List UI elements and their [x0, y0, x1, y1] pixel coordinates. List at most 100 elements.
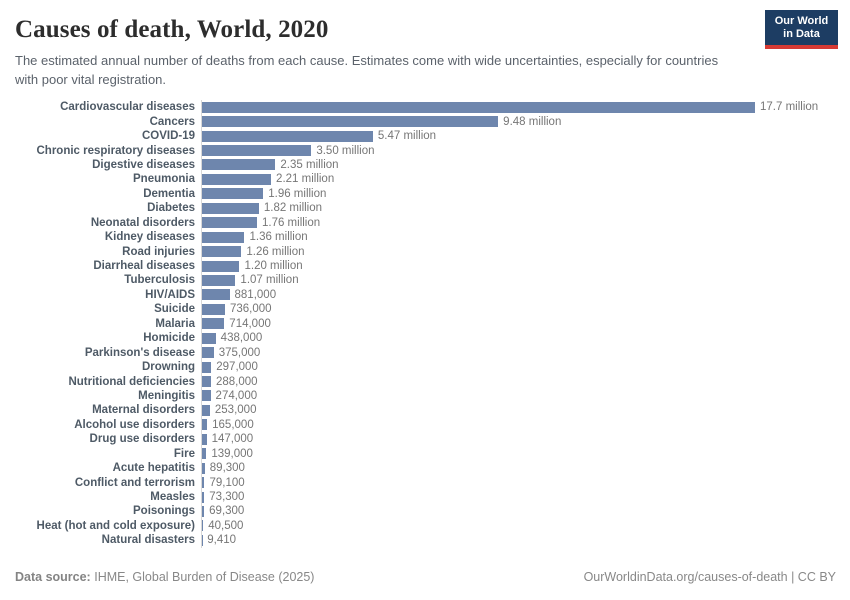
bar	[202, 303, 225, 315]
bar-chart: Cardiovascular diseases 17.7 million Cance…	[14, 100, 836, 548]
bar-area: 73,300	[201, 489, 836, 505]
chart-row: Parkinson's disease 375,000	[14, 345, 836, 360]
bar-area: 1.36 million	[201, 229, 836, 245]
bar-label: Maternal disorders	[92, 404, 195, 417]
bar	[202, 462, 205, 474]
bar-area: 79,100	[201, 475, 836, 490]
bar-area: 9,410	[201, 533, 836, 548]
bar-value: 3.50 million	[316, 144, 375, 157]
bar-area: 3.50 million	[201, 143, 836, 158]
bar-area: 253,000	[201, 403, 836, 418]
chart-row: Measles 73,300	[14, 489, 836, 505]
chart-row: Poisonings 69,300	[14, 504, 836, 519]
chart-row: COVID-19 5.47 million	[14, 128, 836, 144]
bar-value: 79,100	[209, 476, 245, 489]
data-source-text: IHME, Global Burden of Disease (2025)	[94, 570, 315, 584]
bar	[202, 130, 373, 142]
bar-label: HIV/AIDS	[145, 288, 195, 301]
bar-value: 40,500	[208, 519, 244, 532]
bar-label: Meningitis	[138, 389, 195, 402]
bar-label: Homicide	[143, 332, 195, 345]
bar-area: 89,300	[201, 460, 836, 476]
chart-subtitle: The estimated annual number of deaths fr…	[15, 53, 719, 87]
chart-row: HIV/AIDS 881,000	[14, 287, 836, 303]
bar-area: 1.26 million	[201, 244, 836, 259]
bar-area: 69,300	[201, 504, 836, 519]
bar-value: 147,000	[211, 433, 254, 446]
header: Causes of death, World, 2020 The estimat…	[0, 0, 850, 89]
bar-label: Kidney diseases	[104, 231, 195, 244]
chart-row: Dementia 1.96 million	[14, 186, 836, 202]
chart-row: Cancers 9.48 million	[14, 114, 836, 129]
bar-value: 9.48 million	[503, 115, 562, 128]
chart-row: Acute hepatitis 89,300	[14, 460, 836, 476]
bar-value: 1.82 million	[263, 202, 323, 215]
bar-area: 5.47 million	[201, 128, 836, 144]
bar-value: 1.20 million	[244, 260, 303, 273]
bar	[202, 274, 236, 286]
chart-row: Conflict and terrorism 79,100	[14, 475, 836, 490]
bar-label: Natural disasters	[101, 534, 195, 547]
bar-label: COVID-19	[141, 130, 195, 143]
chart-row: Tuberculosis 1.07 million	[14, 273, 836, 288]
bar	[202, 390, 211, 402]
bar-label: Digestive diseases	[92, 158, 195, 171]
bar-value: 17.7 million	[760, 101, 819, 114]
chart-row: Chronic respiratory diseases 3.50 million	[14, 143, 836, 158]
bar-value: 165,000	[212, 418, 254, 431]
bar	[202, 347, 214, 359]
bar-area: 2.35 million	[201, 157, 836, 173]
bar-label: Drug use disorders	[89, 433, 195, 446]
bar-label: Conflict and terrorism	[74, 476, 195, 489]
data-source: Data source: IHME, Global Burden of Dise…	[15, 570, 314, 584]
chart-row: Road injuries 1.26 million	[14, 244, 836, 259]
chart-row: Suicide 736,000	[14, 302, 836, 317]
chart-row: Alcohol use disorders 165,000	[14, 417, 836, 433]
chart-row: Diarrheal diseases 1.20 million	[14, 258, 836, 274]
chart-row: Neonatal disorders 1.76 million	[14, 215, 836, 230]
bar-area: 438,000	[201, 331, 836, 346]
bar-value: 9,410	[207, 534, 237, 547]
bar	[202, 116, 499, 128]
bar-value: 438,000	[220, 332, 263, 345]
bar	[202, 217, 257, 229]
bar-value: 5.47 million	[377, 130, 437, 143]
bar-value: 2.35 million	[280, 158, 339, 171]
bar	[202, 376, 211, 388]
chart-row: Drug use disorders 147,000	[14, 432, 836, 447]
bar	[202, 159, 276, 171]
bar-area: 375,000	[201, 345, 836, 360]
chart-row: Natural disasters 9,410	[14, 533, 836, 548]
bar	[202, 491, 205, 503]
bar	[202, 318, 225, 330]
bar-value: 736,000	[229, 303, 272, 316]
bar-area: 736,000	[201, 302, 836, 317]
bar-value: 288,000	[215, 375, 258, 388]
chart-row: Meningitis 274,000	[14, 388, 836, 404]
bar	[202, 433, 207, 445]
bar-value: 1.76 million	[261, 216, 321, 229]
chart-row: Heat (hot and cold exposure) 40,500	[14, 518, 836, 534]
bar-area: 1.07 million	[201, 273, 836, 288]
chart-row: Fire 139,000	[14, 446, 836, 461]
bar-value: 1.26 million	[246, 245, 305, 258]
bar-value: 253,000	[214, 404, 257, 417]
bar-area: 1.96 million	[201, 186, 836, 202]
bar-area: 17.7 million	[201, 100, 836, 115]
bar-area: 1.76 million	[201, 215, 836, 230]
bar	[202, 361, 212, 373]
bar-area: 9.48 million	[201, 114, 836, 129]
bar-label: Nutritional deficiencies	[68, 375, 195, 388]
bar	[202, 419, 208, 431]
bar	[202, 145, 312, 157]
bar	[202, 260, 240, 272]
chart-row: Diabetes 1.82 million	[14, 201, 836, 216]
bar-value: 139,000	[211, 447, 253, 460]
bar-area: 881,000	[201, 287, 836, 303]
bar-area: 2.21 million	[201, 172, 836, 187]
owid-logo: Our World in Data	[765, 10, 838, 49]
bar-label: Measles	[150, 491, 195, 504]
bar-label: Pneumonia	[133, 173, 195, 186]
bar-value: 714,000	[229, 317, 271, 330]
logo-line-2: in Data	[783, 28, 820, 40]
